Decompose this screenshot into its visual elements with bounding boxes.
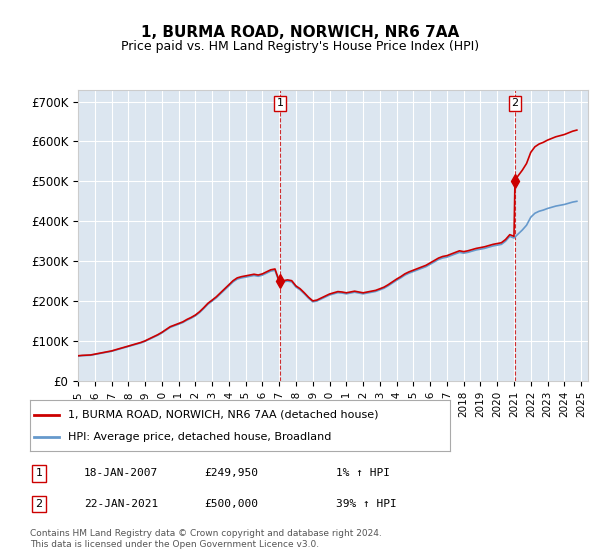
Text: 1: 1 xyxy=(35,468,43,478)
Text: £500,000: £500,000 xyxy=(204,499,258,509)
Text: Price paid vs. HM Land Registry's House Price Index (HPI): Price paid vs. HM Land Registry's House … xyxy=(121,40,479,53)
Text: 1, BURMA ROAD, NORWICH, NR6 7AA: 1, BURMA ROAD, NORWICH, NR6 7AA xyxy=(141,25,459,40)
Text: 22-JAN-2021: 22-JAN-2021 xyxy=(84,499,158,509)
Text: HPI: Average price, detached house, Broadland: HPI: Average price, detached house, Broa… xyxy=(68,432,331,442)
Text: 39% ↑ HPI: 39% ↑ HPI xyxy=(336,499,397,509)
Text: 2: 2 xyxy=(511,99,518,108)
Text: 1: 1 xyxy=(277,99,283,108)
Text: 1, BURMA ROAD, NORWICH, NR6 7AA (detached house): 1, BURMA ROAD, NORWICH, NR6 7AA (detache… xyxy=(68,409,379,419)
Text: 2: 2 xyxy=(35,499,43,509)
Text: 18-JAN-2007: 18-JAN-2007 xyxy=(84,468,158,478)
Text: £249,950: £249,950 xyxy=(204,468,258,478)
Text: 1% ↑ HPI: 1% ↑ HPI xyxy=(336,468,390,478)
Text: Contains HM Land Registry data © Crown copyright and database right 2024.
This d: Contains HM Land Registry data © Crown c… xyxy=(30,529,382,549)
